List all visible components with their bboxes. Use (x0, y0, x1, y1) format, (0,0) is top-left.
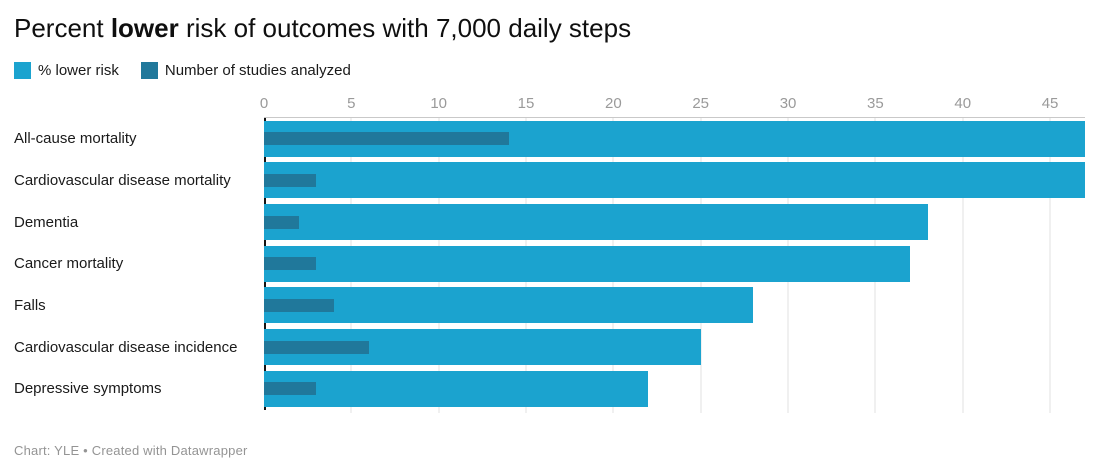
category-label: Depressive symptoms (14, 380, 162, 398)
chart-footer: Chart: YLE • Created with Datawrapper (14, 443, 248, 458)
chart-title-prefix: Percent (14, 13, 111, 43)
axis-tick-label: 25 (692, 94, 710, 112)
bar-rows: All-cause mortality Cardiovascular diseas… (14, 118, 1085, 410)
axis-tick-label: 30 (779, 94, 797, 112)
bar-lower-risk[interactable] (264, 287, 754, 324)
legend-swatch-studies (140, 61, 158, 79)
axis-tick-label: 0 (259, 94, 269, 112)
bar-studies-analyzed[interactable] (264, 382, 317, 396)
gridline (1049, 117, 1051, 413)
bar-lower-risk[interactable] (264, 162, 1085, 199)
legend-swatch-lower-risk (14, 61, 31, 79)
bar-row: All-cause mortality (14, 118, 1085, 160)
bar-studies-analyzed[interactable] (264, 215, 299, 229)
axis-tick-label: 15 (517, 94, 535, 112)
bar-studies-analyzed[interactable] (264, 173, 317, 187)
plot-cell (264, 204, 1085, 241)
plot-cell (264, 329, 1085, 366)
chart-title: Percent lower risk of outcomes with 7,00… (14, 12, 1085, 46)
chart-title-bold-word: lower (110, 13, 179, 43)
bar-studies-analyzed[interactable] (264, 298, 334, 312)
axis-tick-label: 20 (605, 94, 622, 112)
bar-row: Cancer mortality (14, 243, 1085, 285)
axis-tick-label: 45 (1041, 94, 1059, 112)
axis-tick-label: 35 (867, 94, 884, 112)
plot-cell (264, 162, 1085, 199)
legend-item-lower-risk: % lower risk (14, 61, 119, 79)
bar-row: Falls (14, 285, 1085, 327)
plot-cell (264, 245, 1085, 282)
category-label: All-cause mortality (14, 130, 137, 148)
category-label: Cancer mortality (14, 255, 124, 273)
bar-studies-analyzed[interactable] (264, 257, 317, 271)
plot-cell (264, 120, 1085, 157)
category-label: Cardiovascular disease incidence (14, 338, 238, 356)
bar-row: Dementia (14, 201, 1085, 243)
legend-item-studies: Number of studies analyzed (140, 61, 351, 79)
axis-label-spacer (14, 92, 264, 118)
bar-row: Cardiovascular disease mortality (14, 159, 1085, 201)
bar-studies-analyzed[interactable] (264, 132, 509, 146)
category-label: Cardiovascular disease mortality (14, 171, 231, 189)
plot-cell (264, 287, 1085, 324)
axis-tick-label: 40 (954, 94, 972, 112)
x-axis-ticks: 0 5 10 15 20 25 30 35 40 45 (260, 92, 1085, 118)
gridline (962, 117, 964, 413)
x-axis: 0 5 10 15 20 25 30 35 40 45 (14, 92, 1085, 118)
axis-tick-label: 5 (347, 94, 356, 112)
category-label: Falls (14, 296, 46, 314)
bar-lower-risk[interactable] (264, 370, 649, 407)
chart-title-suffix: risk of outcomes with 7,000 daily steps (178, 13, 632, 43)
bar-lower-risk[interactable] (264, 245, 911, 282)
bar-lower-risk[interactable] (264, 204, 928, 241)
category-label: Dementia (14, 213, 79, 231)
plot-cell (264, 370, 1085, 407)
legend: % lower risk Number of studies analyzed (14, 61, 1085, 79)
bar-row: Depressive symptoms (14, 368, 1085, 410)
bar-row: Cardiovascular disease incidence (14, 326, 1085, 368)
bar-studies-analyzed[interactable] (264, 340, 369, 354)
bar-chart: 0 5 10 15 20 25 30 35 40 45 All-cause mortality Ca… (14, 92, 1085, 413)
legend-label-lower-risk: % lower risk (38, 61, 119, 79)
axis-tick-label: 10 (430, 94, 448, 112)
legend-label-studies: Number of studies analyzed (164, 61, 351, 79)
